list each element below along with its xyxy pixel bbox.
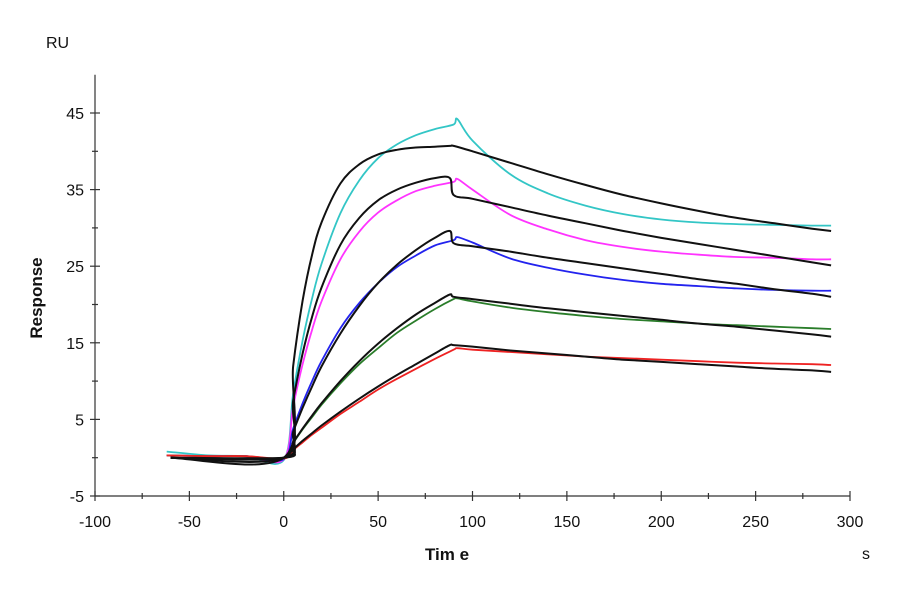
x-tick-label: -50 [178,514,201,531]
x-tick-label: 50 [369,514,387,531]
x-axis-title: Tim e [425,545,469,564]
fit-curve-6 [170,175,832,463]
y-tick-label: 35 [66,183,84,200]
fit-curve-8 [170,293,832,460]
fit-curve-5 [170,144,832,466]
x-tick-label: 100 [459,514,486,531]
x-tick-label: 250 [742,514,769,531]
y-tick-label: 5 [75,412,84,429]
measured-curve-3 [166,297,832,460]
y-tick-label: 25 [66,259,84,276]
y-tick-label: -5 [70,489,84,506]
y-axis-title: Response [27,257,46,338]
y-tick-label: 15 [66,336,84,353]
y-unit-label: RU [46,35,69,52]
fit-curve-9 [170,343,832,460]
x-tick-label: 0 [279,514,288,531]
x-unit-label: s [862,546,870,563]
x-tick-label: -100 [79,514,111,531]
y-tick-label: 45 [66,106,84,123]
series-layer [166,117,832,466]
x-tick-label: 300 [837,514,864,531]
x-tick-label: 150 [554,514,581,531]
x-tick-label: 200 [648,514,675,531]
fit-curve-7 [170,229,832,461]
axes: -100 -50 0 50 100 150 200 250 300 45 35 25 15 5 -5 [66,74,864,531]
measured-curve-4 [166,347,832,460]
measured-curve-0 [166,117,832,465]
measured-curve-1 [166,177,832,464]
